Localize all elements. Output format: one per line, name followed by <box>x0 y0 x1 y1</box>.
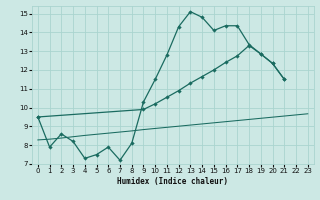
X-axis label: Humidex (Indice chaleur): Humidex (Indice chaleur) <box>117 177 228 186</box>
